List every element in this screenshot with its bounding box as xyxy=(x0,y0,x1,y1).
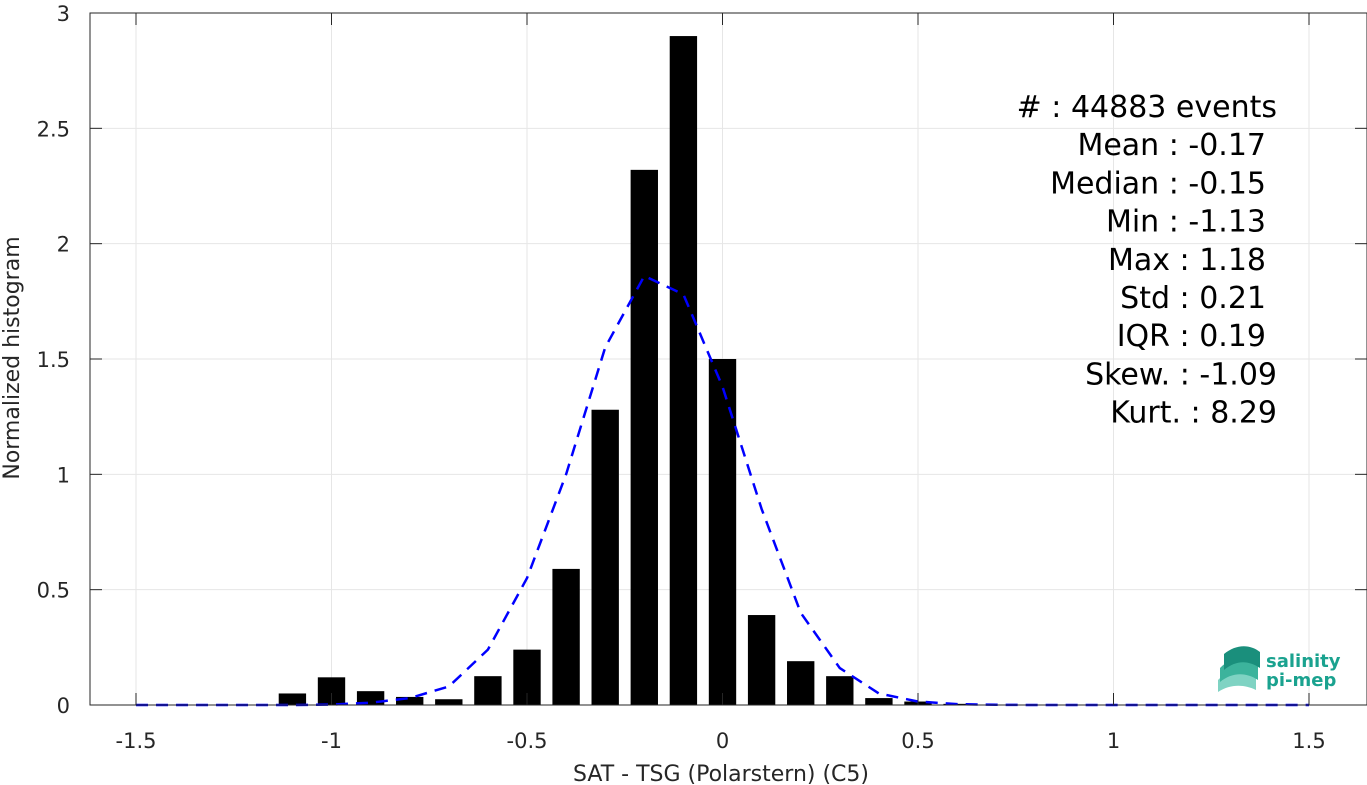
y-tick-label: 1 xyxy=(57,463,70,487)
stats-line: Max : 1.18 xyxy=(1108,243,1266,278)
histogram-bar xyxy=(552,568,580,705)
x-tick-label: -0.5 xyxy=(507,729,548,753)
logo-line-salinity: salinity xyxy=(1266,651,1341,672)
stats-line: # : 44883 events xyxy=(1017,90,1277,125)
histogram-bar xyxy=(747,615,776,705)
x-tick-label: 0.5 xyxy=(901,729,934,753)
tick-labels: -1.5 -1 -0.5 0 0.5 1 1.5 0 0.5 1 1.5 2 2.5 3 xyxy=(37,2,1326,753)
stats-line: IQR : 0.19 xyxy=(1117,319,1266,354)
histogram-bar xyxy=(435,699,463,705)
histogram-bar xyxy=(708,359,737,705)
salinity-pimep-logo: salinity pi-mep xyxy=(1218,646,1341,692)
logo-waves-icon xyxy=(1218,646,1260,692)
histogram-bar xyxy=(787,661,815,705)
histogram-bar xyxy=(826,676,854,705)
histogram-bar xyxy=(474,676,502,705)
y-tick-label: 2.5 xyxy=(37,117,70,141)
stats-line: Kurt. : 8.29 xyxy=(1110,396,1277,431)
x-tick-label: 0 xyxy=(716,729,729,753)
x-tick-label: 1.5 xyxy=(1292,729,1325,753)
x-tick-label: 1 xyxy=(1107,729,1120,753)
histogram-bars xyxy=(278,36,971,706)
y-tick-label: 1.5 xyxy=(37,348,70,372)
stats-line: Median : -0.15 xyxy=(1050,166,1266,201)
y-tick-label: 0.5 xyxy=(37,579,70,603)
stats-line: Skew. : -1.09 xyxy=(1085,357,1277,392)
y-tick-label: 2 xyxy=(57,233,70,257)
x-axis-label: SAT - TSG (Polarstern) (C5) xyxy=(573,762,869,785)
histogram-bar xyxy=(278,693,307,705)
stats-line: Mean : -0.17 xyxy=(1077,128,1266,163)
x-tick-label: -1 xyxy=(321,729,342,753)
histogram-bar xyxy=(630,169,658,705)
logo-line-pimep: pi-mep xyxy=(1266,670,1336,691)
axes-box xyxy=(89,12,1367,706)
histogram-bar xyxy=(396,696,424,705)
x-tick-label: -1.5 xyxy=(116,729,157,753)
y-tick-label: 0 xyxy=(57,694,70,718)
histogram-bar xyxy=(591,409,619,705)
histogram-bar xyxy=(865,698,893,705)
stats-line: Min : -1.13 xyxy=(1106,205,1266,240)
stats-line: Std : 0.21 xyxy=(1120,281,1266,316)
histogram-bar xyxy=(669,36,698,706)
y-tick-label: 3 xyxy=(57,2,70,26)
y-axis-label: Normalized histogram xyxy=(0,236,25,479)
